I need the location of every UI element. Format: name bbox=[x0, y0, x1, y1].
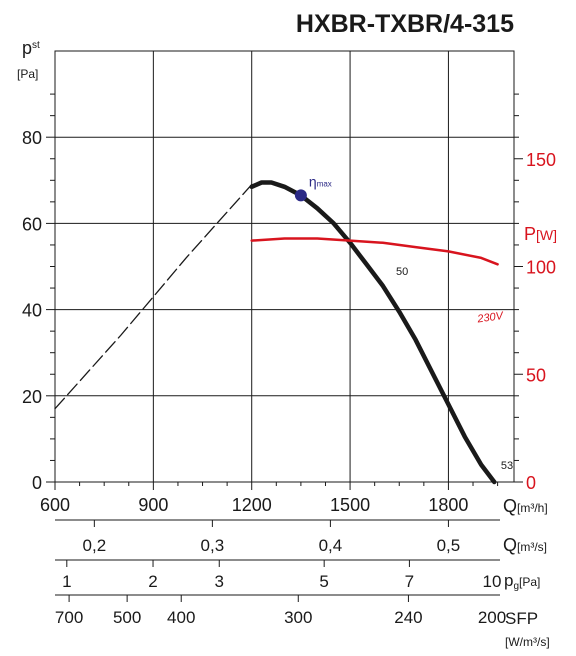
scale-label-sfp: 500 bbox=[113, 608, 141, 627]
x-axis-label: Q[m³/h] bbox=[503, 496, 548, 516]
x-axis-tick-label: 1200 bbox=[232, 495, 272, 515]
plot-frame bbox=[54, 50, 515, 483]
eta-max-point bbox=[294, 189, 307, 202]
curve-annotation: 230V bbox=[476, 310, 506, 326]
left-axis-label: pst bbox=[22, 38, 40, 58]
scale-label-pg: 1 bbox=[62, 572, 71, 591]
axes: 0 20 40 60 80 pst [Pa] 0 50 100 150 P[W] 600 900 1200 1… bbox=[17, 38, 557, 516]
scale-label-q-m3s: 0,4 bbox=[319, 536, 343, 555]
x-axis-tick-label: 1500 bbox=[330, 495, 370, 515]
left-axis-unit: [Pa] bbox=[17, 67, 38, 81]
scale-label-sfp: 300 bbox=[284, 608, 312, 627]
left-axis-tick-label: 60 bbox=[22, 214, 42, 234]
scale-label-pg: 7 bbox=[405, 572, 414, 591]
scale-label-q-m3s: 0,2 bbox=[83, 536, 107, 555]
scale-label-pg: 10 bbox=[483, 572, 502, 591]
left-axis-tick-label: 80 bbox=[22, 128, 42, 148]
chart-title: HXBR-TXBR/4-315 bbox=[296, 10, 514, 38]
right-axis-label: P[W] bbox=[524, 224, 557, 244]
scale-title-sfp: SFP bbox=[505, 609, 538, 628]
right-axis-tick-label: 50 bbox=[526, 365, 546, 385]
series-pressure-dashed bbox=[54, 183, 253, 410]
scale-unit-sfp: [W/m³/s] bbox=[505, 635, 550, 649]
scale-label-pg: 2 bbox=[148, 572, 157, 591]
x-axis-tick-label: 1800 bbox=[428, 495, 468, 515]
scale-label-q-m3s: 0,5 bbox=[437, 536, 461, 555]
grid bbox=[54, 50, 515, 483]
eta-max-label: ηmax bbox=[309, 173, 332, 189]
right-axis-tick-label: 150 bbox=[526, 150, 556, 170]
scale-label-pg: 3 bbox=[215, 572, 224, 591]
scale-title-pg: pg[Pa] bbox=[504, 571, 540, 592]
secondary-scales: 0,2 0,3 0,4 0,5 1 2 3 5 7 10 700 500 400 300 240 200 Q[m… bbox=[55, 519, 550, 649]
x-axis-tick-label: 600 bbox=[40, 495, 70, 515]
scale-label-sfp: 400 bbox=[167, 608, 195, 627]
right-axis-tick-label: 0 bbox=[526, 473, 536, 493]
scale-label-sfp: 200 bbox=[478, 608, 506, 627]
scale-label-pg: 5 bbox=[319, 572, 328, 591]
series-pressure bbox=[249, 180, 497, 485]
left-axis-tick-label: 40 bbox=[22, 301, 42, 321]
curve-annotation: 53 bbox=[501, 460, 513, 472]
scale-title-q-m3s: Q[m³/s] bbox=[503, 535, 547, 555]
left-axis-tick-label: 0 bbox=[32, 473, 42, 493]
x-axis-tick-label: 900 bbox=[138, 495, 168, 515]
right-axis-tick-label: 100 bbox=[526, 258, 556, 278]
curve-annotation: 50 bbox=[396, 266, 408, 278]
scale-label-sfp: 700 bbox=[55, 608, 83, 627]
series-power bbox=[250, 237, 499, 266]
scale-label-q-m3s: 0,3 bbox=[201, 536, 225, 555]
scale-label-sfp: 240 bbox=[394, 608, 422, 627]
series-layer: ηmax 50 53 230V bbox=[54, 173, 513, 485]
left-axis-tick-label: 20 bbox=[22, 387, 42, 407]
